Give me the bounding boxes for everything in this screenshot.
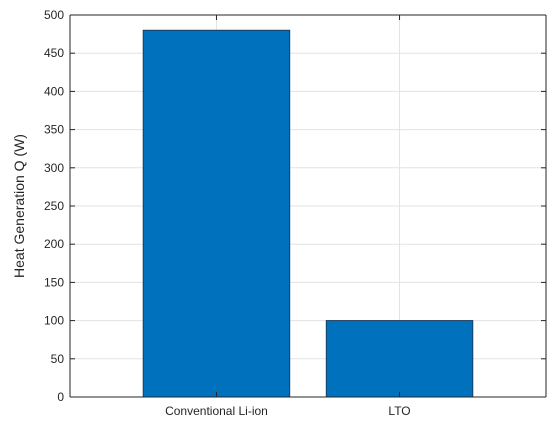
y-axis-label: Heat Generation Q (W): [11, 134, 27, 278]
bar-0: [142, 29, 291, 398]
y-tick-label: 100: [44, 314, 64, 328]
axes: [69, 14, 547, 398]
y-tick-label: 250: [44, 199, 64, 213]
y-tick-label: 300: [44, 161, 64, 175]
y-tick-label: 150: [44, 275, 64, 289]
tick-labels: 0 50 100 150 200 250 300 350 400 450 500 Convention…: [44, 8, 411, 418]
y-tick-label: 0: [57, 390, 64, 404]
x-tick-label: LTO: [388, 404, 410, 418]
bars: [142, 29, 474, 398]
bar-1: [325, 320, 474, 398]
y-tick-label: 400: [44, 84, 64, 98]
y-tick-label: 50: [51, 352, 65, 366]
x-tick-label: Conventional Li-ion: [165, 404, 268, 418]
y-tick-label: 500: [44, 8, 64, 22]
y-tick-label: 350: [44, 123, 64, 137]
y-tick-label: 450: [44, 46, 64, 60]
y-tick-label: 200: [44, 237, 64, 251]
